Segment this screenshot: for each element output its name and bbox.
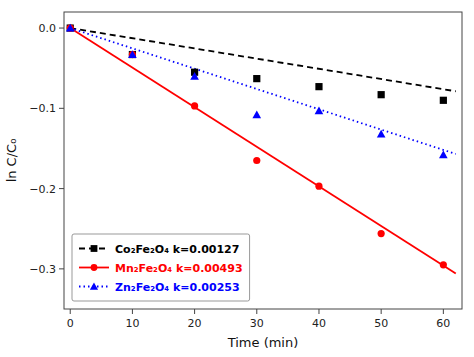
legend-item: Co₂Fe₂O₄ k=0.00127 bbox=[79, 243, 239, 256]
y-tick bbox=[59, 188, 64, 189]
fit-line bbox=[70, 28, 456, 91]
data-point bbox=[440, 261, 447, 268]
chart: 0 10 20 30 40 50 60 0.0 −0.1 −0.2 −0.3 Time (min) ln… bbox=[0, 0, 474, 357]
x-tick-label: 20 bbox=[188, 317, 202, 330]
data-point bbox=[378, 91, 385, 98]
y-tick-label: 0.0 bbox=[39, 22, 57, 35]
legend-marker bbox=[91, 245, 98, 252]
y-tick bbox=[59, 108, 64, 109]
legend: Co₂Fe₂O₄ k=0.00127 Mn₂Fe₂O₄ k=0.00493 Zn₂F… bbox=[72, 234, 250, 301]
x-tick bbox=[318, 309, 319, 314]
data-point bbox=[440, 97, 447, 104]
y-axis-label: ln C/C₀ bbox=[4, 139, 19, 183]
x-tick-label: 0 bbox=[67, 317, 74, 330]
legend-marker bbox=[90, 282, 98, 289]
x-tick-label: 30 bbox=[250, 317, 264, 330]
data-point bbox=[315, 83, 322, 90]
data-point bbox=[253, 75, 260, 82]
legend-label: Co₂Fe₂O₄ k=0.00127 bbox=[115, 243, 239, 256]
data-point bbox=[253, 157, 260, 164]
y-tick-label: −0.3 bbox=[29, 263, 56, 276]
data-point bbox=[128, 50, 137, 58]
data-point bbox=[66, 24, 75, 32]
x-axis-label: Time (min) bbox=[227, 335, 299, 350]
data-point bbox=[191, 102, 198, 109]
legend-label: Zn₂Fe₂O₄ k=0.00253 bbox=[115, 281, 240, 294]
fit-line bbox=[70, 28, 456, 154]
y-tick bbox=[59, 268, 64, 269]
legend-box bbox=[72, 234, 250, 301]
data-point bbox=[129, 51, 136, 58]
y-tick bbox=[59, 28, 64, 29]
data-point bbox=[190, 72, 199, 80]
legend-item: Mn₂Fe₂O₄ k=0.00493 bbox=[79, 262, 243, 275]
data-point bbox=[439, 151, 448, 159]
plot-frame bbox=[64, 12, 462, 309]
x-tick-label: 60 bbox=[436, 317, 450, 330]
y-tick-label: −0.1 bbox=[29, 102, 56, 115]
data-point bbox=[315, 183, 322, 190]
x-tick bbox=[381, 309, 382, 314]
data-point bbox=[67, 24, 74, 31]
x-tick-label: 10 bbox=[125, 317, 139, 330]
legend-label: Mn₂Fe₂O₄ k=0.00493 bbox=[115, 262, 243, 275]
x-tick bbox=[194, 309, 195, 314]
data-point bbox=[67, 24, 74, 31]
x-tick bbox=[70, 309, 71, 314]
data-point bbox=[315, 106, 324, 114]
data-point bbox=[252, 110, 261, 118]
x-tick bbox=[132, 309, 133, 314]
data-point bbox=[377, 130, 386, 138]
legend-marker bbox=[91, 264, 98, 271]
x-tick-label: 40 bbox=[312, 317, 326, 330]
x-tick-label: 50 bbox=[374, 317, 388, 330]
y-tick-label: −0.2 bbox=[29, 183, 56, 196]
legend-item: Zn₂Fe₂O₄ k=0.00253 bbox=[79, 281, 240, 294]
x-tick bbox=[443, 309, 444, 314]
x-tick bbox=[256, 309, 257, 314]
data-point bbox=[378, 230, 385, 237]
data-point bbox=[129, 51, 136, 58]
